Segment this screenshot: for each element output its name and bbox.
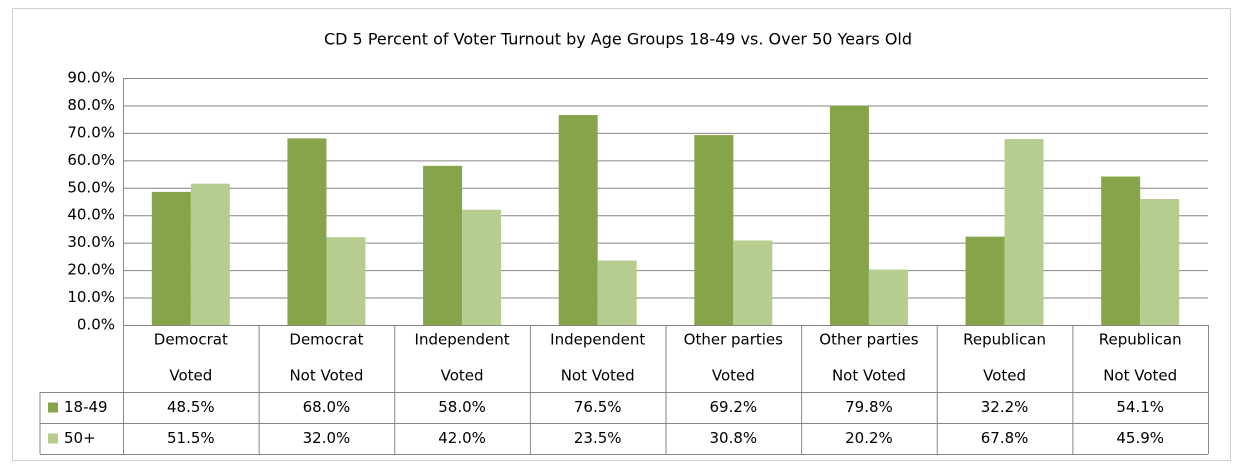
x-tick-label: Not Voted	[289, 367, 363, 385]
y-tick-label: 50.0%	[67, 178, 115, 196]
bar	[462, 209, 502, 325]
y-tick-label: 80.0%	[67, 96, 115, 114]
y-tick-label: 40.0%	[67, 206, 115, 224]
bar	[326, 237, 366, 325]
table-cell: 67.8%	[981, 429, 1029, 447]
y-tick-label: 70.0%	[67, 123, 115, 141]
x-tick-label: Other parties	[819, 331, 919, 349]
x-tick-label: Other parties	[684, 331, 784, 349]
table-cell: 58.0%	[438, 398, 486, 416]
y-tick-label: 30.0%	[67, 233, 115, 251]
legend-label: 50+	[64, 429, 96, 447]
table-cell: 32.2%	[981, 398, 1029, 416]
x-tick-label: Not Voted	[1103, 367, 1177, 385]
y-tick-label: 10.0%	[67, 288, 115, 306]
bar	[287, 138, 327, 325]
x-tick-label: Voted	[712, 367, 755, 385]
bar	[694, 135, 734, 325]
legend-key	[48, 402, 58, 413]
table-cell: 32.0%	[303, 429, 351, 447]
bar	[965, 236, 1005, 325]
bar	[597, 260, 637, 325]
x-tick-label: Not Voted	[561, 367, 635, 385]
table-cell: 42.0%	[438, 429, 486, 447]
table-cell: 20.2%	[845, 429, 893, 447]
x-tick-label: Democrat	[154, 331, 228, 349]
x-tick-label: Voted	[169, 367, 212, 385]
table-cell: 30.8%	[709, 429, 757, 447]
table-cell: 68.0%	[303, 398, 351, 416]
x-tick-label: Republican	[1099, 331, 1182, 349]
table-cell: 48.5%	[167, 398, 215, 416]
table-cell: 45.9%	[1116, 429, 1164, 447]
table-cell: 69.2%	[709, 398, 757, 416]
bar	[1004, 138, 1044, 325]
bar	[151, 191, 191, 325]
table-cell: 54.1%	[1116, 398, 1164, 416]
table-cell: 76.5%	[574, 398, 622, 416]
bar	[733, 240, 773, 325]
bar	[1140, 199, 1180, 325]
y-tick-label: 0.0%	[77, 316, 115, 334]
x-tick-label: Republican	[963, 331, 1046, 349]
bar	[1101, 176, 1141, 325]
x-tick-label: Not Voted	[832, 367, 906, 385]
table-cell: 23.5%	[574, 429, 622, 447]
bar	[868, 269, 908, 325]
x-tick-label: Voted	[441, 367, 484, 385]
bar	[558, 115, 598, 325]
legend-key	[48, 433, 58, 444]
y-tick-label: 60.0%	[67, 151, 115, 169]
table-cell: 51.5%	[167, 429, 215, 447]
bar	[423, 165, 463, 325]
bar	[190, 183, 230, 325]
bar	[829, 105, 869, 325]
x-tick-label: Democrat	[289, 331, 363, 349]
y-tick-label: 20.0%	[67, 261, 115, 279]
table-cell: 79.8%	[845, 398, 893, 416]
legend-label: 18-49	[64, 398, 108, 416]
x-tick-label: Independent	[415, 331, 510, 349]
y-tick-label: 90.0%	[67, 69, 115, 87]
chart-title: CD 5 Percent of Voter Turnout by Age Gro…	[324, 30, 912, 49]
x-tick-label: Independent	[550, 331, 645, 349]
x-tick-label: Voted	[983, 367, 1026, 385]
